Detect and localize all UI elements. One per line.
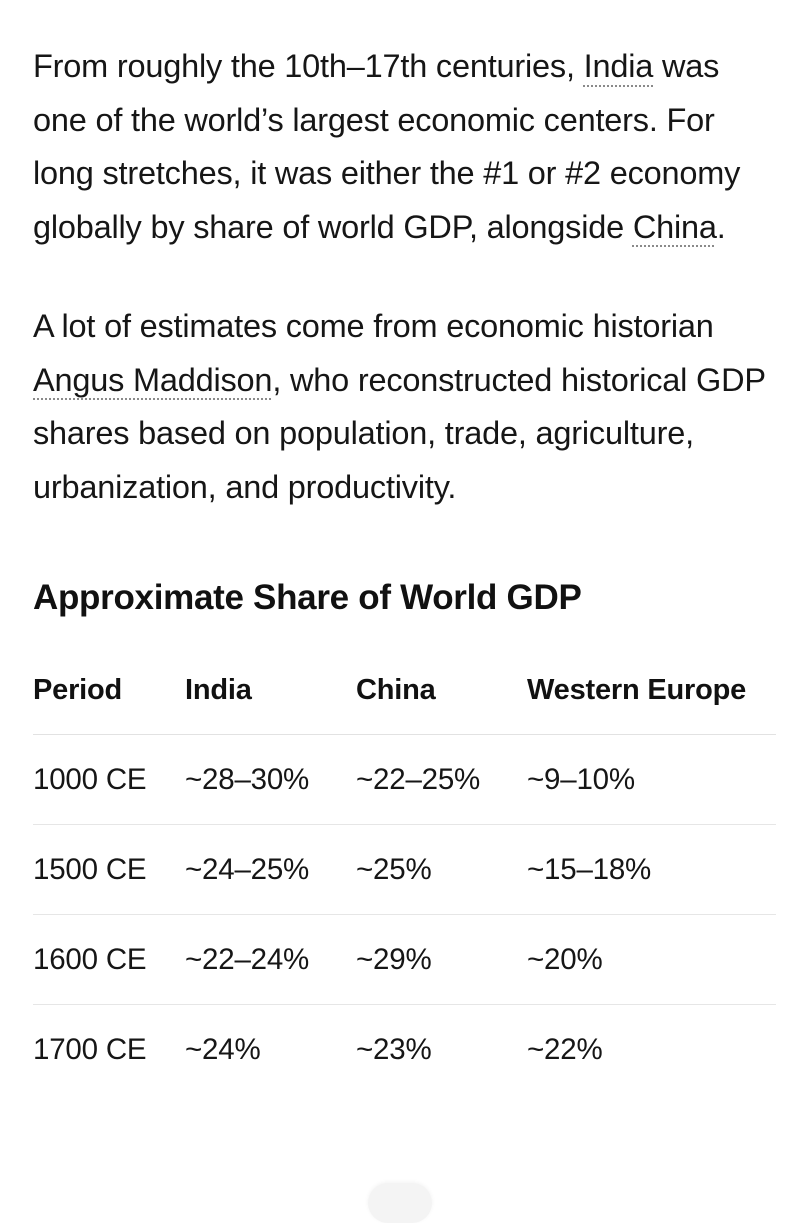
india-link[interactable]: India (583, 48, 654, 84)
cell-period: 1700 CE (33, 1032, 147, 1066)
cell-china: ~25% (356, 824, 527, 915)
cell-western-europe: ~15–18% (527, 824, 776, 915)
cell-western-europe: ~9–10% (527, 734, 776, 825)
scroll-to-bottom-button[interactable] (368, 1183, 432, 1223)
sources-text-1: A lot of estimates come from economic hi… (33, 308, 714, 344)
cell-period: 1600 CE (33, 914, 185, 1005)
response-content: From roughly the 10th–17th centuries, In… (33, 40, 778, 1094)
header-china: China (356, 672, 527, 735)
intro-text-1: From roughly the 10th–17th centuries, (33, 48, 584, 84)
table-row: 1700 CE ~24% ~23% ~22% (33, 1005, 776, 1095)
cell-india: ~24–25% (185, 824, 356, 915)
cell-india: ~28–30% (185, 734, 356, 825)
header-western-europe: Western Europe (527, 672, 776, 735)
intro-paragraph: From roughly the 10th–17th centuries, In… (33, 40, 778, 254)
cell-india: ~22–24% (185, 914, 356, 1005)
cell-india: ~24% (185, 1032, 261, 1066)
table-header-row: Period India China Western Europe (33, 672, 776, 735)
intro-text-2: was one of the world’s largest economic … (33, 48, 741, 245)
sources-paragraph: A lot of estimates come from economic hi… (33, 300, 778, 514)
cell-western-europe: ~20% (527, 914, 776, 1005)
intro-text-3: . (716, 208, 726, 245)
section-title: Approximate Share of World GDP (33, 578, 582, 617)
angus-maddison-link[interactable]: Angus Maddison (33, 361, 273, 398)
header-period: Period (33, 672, 185, 735)
sources-text-2: , who reconstructed historical GDP share… (33, 361, 766, 505)
cell-china: ~29% (356, 914, 527, 1005)
table-row: 1600 CE ~22–24% ~29% ~20% (33, 914, 776, 1005)
cell-period: 1500 CE (33, 824, 185, 915)
china-link[interactable]: China (632, 208, 717, 245)
cell-western-europe: ~22% (527, 1032, 603, 1066)
table-row: 1500 CE ~24–25% ~25% ~15–18% (33, 824, 776, 915)
header-india: India (185, 672, 356, 735)
gdp-share-table: Period India China Western Europe 1000 C… (33, 672, 776, 1094)
cell-period: 1000 CE (33, 734, 185, 825)
table-row: 1000 CE ~28–30% ~22–25% ~9–10% (33, 734, 776, 825)
cell-china: ~22–25% (356, 734, 527, 825)
cell-china: ~23% (356, 1032, 432, 1066)
